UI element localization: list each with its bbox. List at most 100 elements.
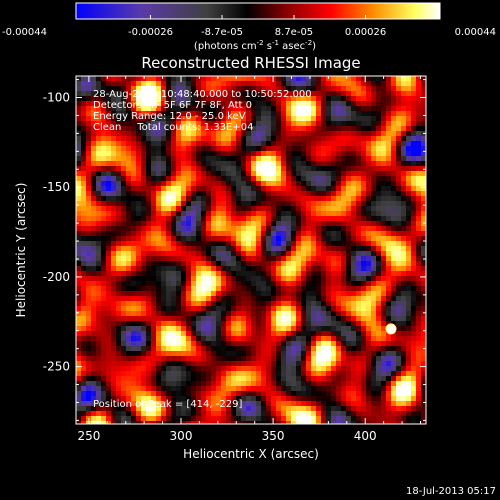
heatmap-cell <box>261 246 266 251</box>
heatmap-cell <box>111 266 116 271</box>
heatmap-cell <box>291 261 296 266</box>
heatmap-cell <box>286 221 291 226</box>
heatmap-cell <box>266 386 271 391</box>
heatmap-cell <box>161 386 166 391</box>
heatmap-cell <box>241 311 246 316</box>
heatmap-cell <box>206 96 211 101</box>
heatmap-cell <box>236 196 241 201</box>
heatmap-cell <box>386 136 391 141</box>
heatmap-cell <box>201 226 206 231</box>
heatmap-cell <box>216 411 221 416</box>
heatmap-cell <box>336 176 341 181</box>
heatmap-cell <box>156 236 161 241</box>
heatmap-cell <box>241 361 246 366</box>
heatmap-cell <box>266 246 271 251</box>
heatmap-cell <box>151 406 156 411</box>
x-tick-label: 300 <box>170 429 193 443</box>
heatmap-cell <box>391 356 396 361</box>
heatmap-cell <box>146 306 151 311</box>
heatmap-cell <box>86 291 91 296</box>
heatmap-cell <box>161 316 166 321</box>
heatmap-cell <box>386 316 391 321</box>
heatmap-cell <box>151 231 156 236</box>
heatmap-cell <box>196 296 201 301</box>
heatmap-cell <box>251 261 256 266</box>
heatmap-cell <box>421 116 426 121</box>
heatmap-cell <box>391 136 396 141</box>
heatmap-cell <box>351 331 356 336</box>
heatmap-cell <box>201 141 206 146</box>
heatmap-cell <box>271 306 276 311</box>
heatmap-cell <box>406 241 411 246</box>
heatmap-cell <box>366 141 371 146</box>
heatmap-cell <box>216 241 221 246</box>
heatmap-cell <box>376 221 381 226</box>
heatmap-cell <box>211 391 216 396</box>
heatmap-cell <box>276 216 281 221</box>
heatmap-cell <box>221 321 226 326</box>
heatmap-cell <box>376 336 381 341</box>
heatmap-cell <box>301 306 306 311</box>
heatmap-cell <box>141 246 146 251</box>
heatmap-cell <box>241 211 246 216</box>
heatmap-cell <box>191 246 196 251</box>
heatmap-cell <box>246 416 251 421</box>
heatmap-cell <box>311 211 316 216</box>
heatmap-cell <box>391 306 396 311</box>
heatmap-cell <box>106 151 111 156</box>
heatmap-cell <box>331 381 336 386</box>
heatmap-cell <box>356 151 361 156</box>
heatmap-cell <box>296 346 301 351</box>
heatmap-cell <box>416 211 421 216</box>
heatmap-cell <box>356 181 361 186</box>
heatmap-cell <box>116 301 121 306</box>
heatmap-cell <box>331 126 336 131</box>
heatmap-cell <box>171 341 176 346</box>
heatmap-cell <box>296 291 301 296</box>
heatmap-cell <box>101 126 106 131</box>
heatmap-cell <box>351 401 356 406</box>
heatmap-cell <box>96 181 101 186</box>
heatmap-cell <box>361 321 366 326</box>
heatmap-cell <box>421 181 426 186</box>
heatmap-cell <box>286 376 291 381</box>
heatmap-cell <box>236 81 241 86</box>
heatmap-cell <box>386 381 391 386</box>
heatmap-cell <box>301 271 306 276</box>
heatmap-cell <box>181 361 186 366</box>
heatmap-cell <box>306 401 311 406</box>
heatmap-cell <box>246 206 251 211</box>
heatmap-cell <box>406 311 411 316</box>
heatmap-cell <box>311 346 316 351</box>
heatmap-cell <box>86 251 91 256</box>
heatmap-cell <box>226 96 231 101</box>
heatmap-cell <box>316 131 321 136</box>
heatmap-cell <box>281 266 286 271</box>
heatmap-cell <box>301 356 306 361</box>
heatmap-cell <box>241 276 246 281</box>
heatmap-cell <box>396 296 401 301</box>
heatmap-cell <box>206 166 211 171</box>
heatmap-cell <box>206 126 211 131</box>
heatmap-cell <box>331 181 336 186</box>
heatmap-cell <box>171 311 176 316</box>
heatmap-cell <box>416 151 421 156</box>
heatmap-cell <box>361 171 366 176</box>
heatmap-cell <box>291 291 296 296</box>
heatmap-cell <box>321 126 326 131</box>
heatmap-cell <box>406 351 411 356</box>
heatmap-cell <box>166 376 171 381</box>
heatmap-cell <box>231 126 236 131</box>
heatmap-cell <box>356 421 361 424</box>
heatmap-cell <box>156 121 161 126</box>
heatmap-cell <box>281 171 286 176</box>
heatmap-cell <box>196 326 201 331</box>
heatmap-cell <box>146 96 151 101</box>
heatmap-cell <box>111 236 116 241</box>
heatmap-cell <box>256 236 261 241</box>
heatmap-cell <box>156 191 161 196</box>
heatmap-cell <box>316 271 321 276</box>
heatmap-cell <box>111 316 116 321</box>
heatmap-cell <box>86 226 91 231</box>
heatmap-cell <box>386 276 391 281</box>
